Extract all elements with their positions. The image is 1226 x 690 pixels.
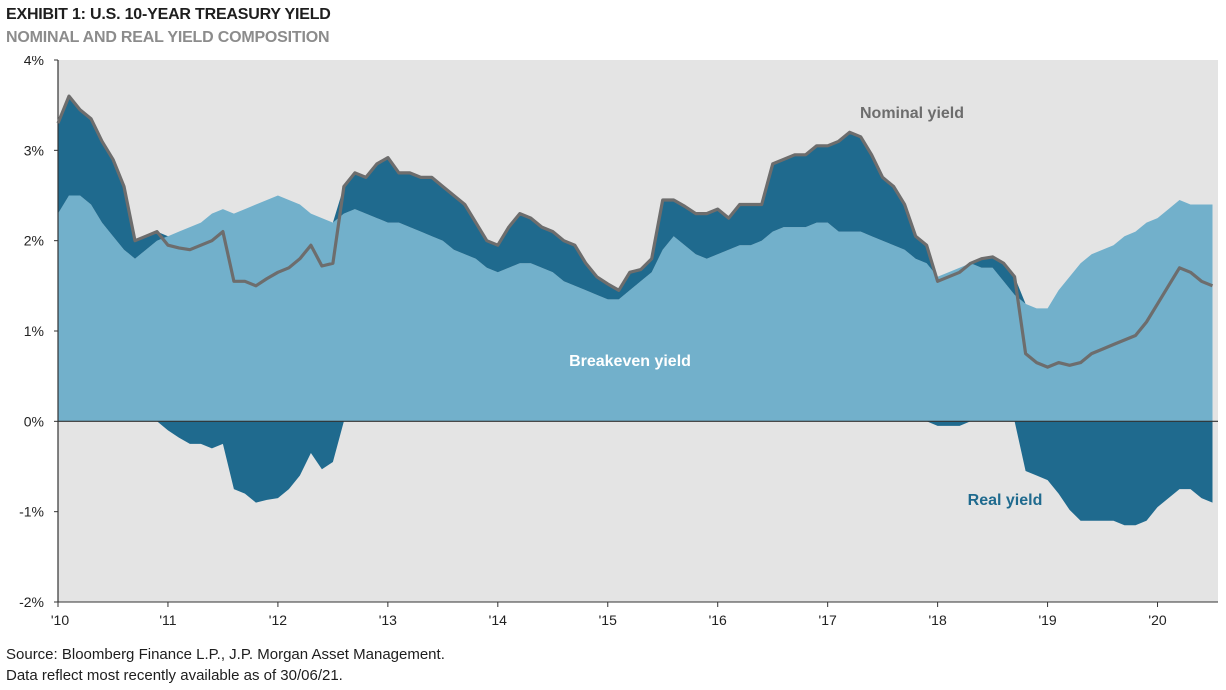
- data-date-note: Data reflect most recently available as …: [6, 667, 343, 684]
- x-tick-label: '19: [1038, 612, 1056, 628]
- x-tick-label: '12: [269, 612, 287, 628]
- y-tick-label: 2%: [24, 233, 44, 249]
- real-yield-label: Real yield: [968, 492, 1043, 509]
- x-tick-label: '18: [928, 612, 946, 628]
- x-tick-label: '11: [159, 612, 176, 628]
- nominal-line-group: [56, 94, 1214, 369]
- x-tick-label: '15: [599, 612, 617, 628]
- real-yield-area-negative: [58, 421, 1213, 526]
- x-tick-label: '13: [379, 612, 397, 628]
- chart-subtitle: NOMINAL AND REAL YIELD COMPOSITION: [6, 29, 330, 46]
- chart-title: EXHIBIT 1: U.S. 10-YEAR TREASURY YIELD: [6, 6, 331, 23]
- axis-labels-group: 4% 3% 2% 1% 0% -1% -2% '10 '11 '12 '13 '14 '15 '16 '17…: [19, 56, 1167, 628]
- y-tick-label: 4%: [24, 56, 44, 68]
- breakeven-area-group: [58, 195, 1213, 422]
- y-tick-label: -2%: [19, 594, 44, 610]
- y-tick-label: 1%: [24, 323, 44, 339]
- x-tick-label: '14: [489, 612, 507, 628]
- x-tick-label: '16: [709, 612, 727, 628]
- real-yield-area-positive: [58, 96, 1213, 309]
- source-text: Source: Bloomberg Finance L.P., J.P. Mor…: [6, 646, 445, 663]
- x-tick-label: '10: [51, 612, 69, 628]
- x-tick-label: '17: [819, 612, 837, 628]
- y-tick-label: 0%: [24, 413, 44, 429]
- nominal-yield-label: Nominal yield: [860, 105, 964, 122]
- real-yield-area-group: [58, 96, 1213, 526]
- y-tick-label: -1%: [19, 504, 44, 520]
- x-tick-label: '20: [1148, 612, 1166, 628]
- breakeven-yield-label: Breakeven yield: [569, 353, 691, 370]
- breakeven-yield-area: [58, 195, 1213, 422]
- series-annotations: Nominal yield Breakeven yield Real yield: [569, 105, 1042, 509]
- nominal-yield-line: [56, 94, 1214, 369]
- y-tick-label: 3%: [24, 142, 44, 158]
- chart-footnote: Source: Bloomberg Finance L.P., J.P. Mor…: [6, 644, 445, 686]
- yield-chart: 4% 3% 2% 1% 0% -1% -2% '10 '11 '12 '13 '14 '15 '16 '17…: [19, 56, 1218, 628]
